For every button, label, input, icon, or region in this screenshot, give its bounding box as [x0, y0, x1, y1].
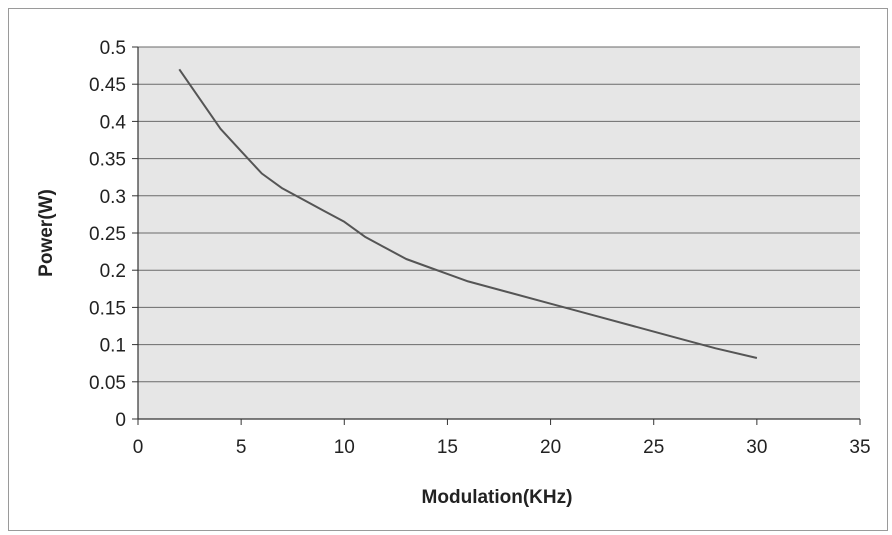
x-tick-label: 30 — [746, 437, 767, 458]
y-tick-labels: 0 0.05 0.1 0.15 0.2 0.25 0.3 0.35 0.4 0.45 0.5 — [89, 38, 126, 431]
x-tick-label: 0 — [133, 437, 144, 458]
x-tick-labels: 0 5 10 15 20 25 30 35 — [133, 437, 871, 458]
y-tick-label: 0.45 — [89, 75, 126, 96]
y-tick-label: 0.4 — [100, 112, 127, 133]
y-tick-label: 0 — [115, 410, 126, 431]
x-tick-label: 20 — [540, 437, 561, 458]
x-tick-label: 25 — [643, 437, 664, 458]
grid-lines — [132, 46, 861, 425]
y-tick-label: 0.35 — [89, 150, 126, 171]
y-axis-title: Power(W) — [36, 189, 57, 277]
axes — [137, 47, 860, 420]
y-tick-label: 0.25 — [89, 224, 126, 245]
y-tick-label: 0.3 — [100, 187, 126, 208]
y-tick-label: 0.1 — [100, 336, 126, 357]
x-axis-title: Modulation(KHz) — [422, 487, 573, 508]
x-tick-label: 15 — [437, 437, 458, 458]
y-tick-label: 0.5 — [100, 38, 126, 59]
y-tick-label: 0.2 — [100, 261, 126, 282]
x-tick-label: 35 — [849, 437, 870, 458]
series-line — [178, 68, 758, 359]
y-tick-label: 0.05 — [89, 373, 126, 394]
y-tick-label: 0.15 — [89, 298, 126, 319]
x-tick-label: 5 — [236, 437, 247, 458]
x-tick-label: 10 — [334, 437, 355, 458]
